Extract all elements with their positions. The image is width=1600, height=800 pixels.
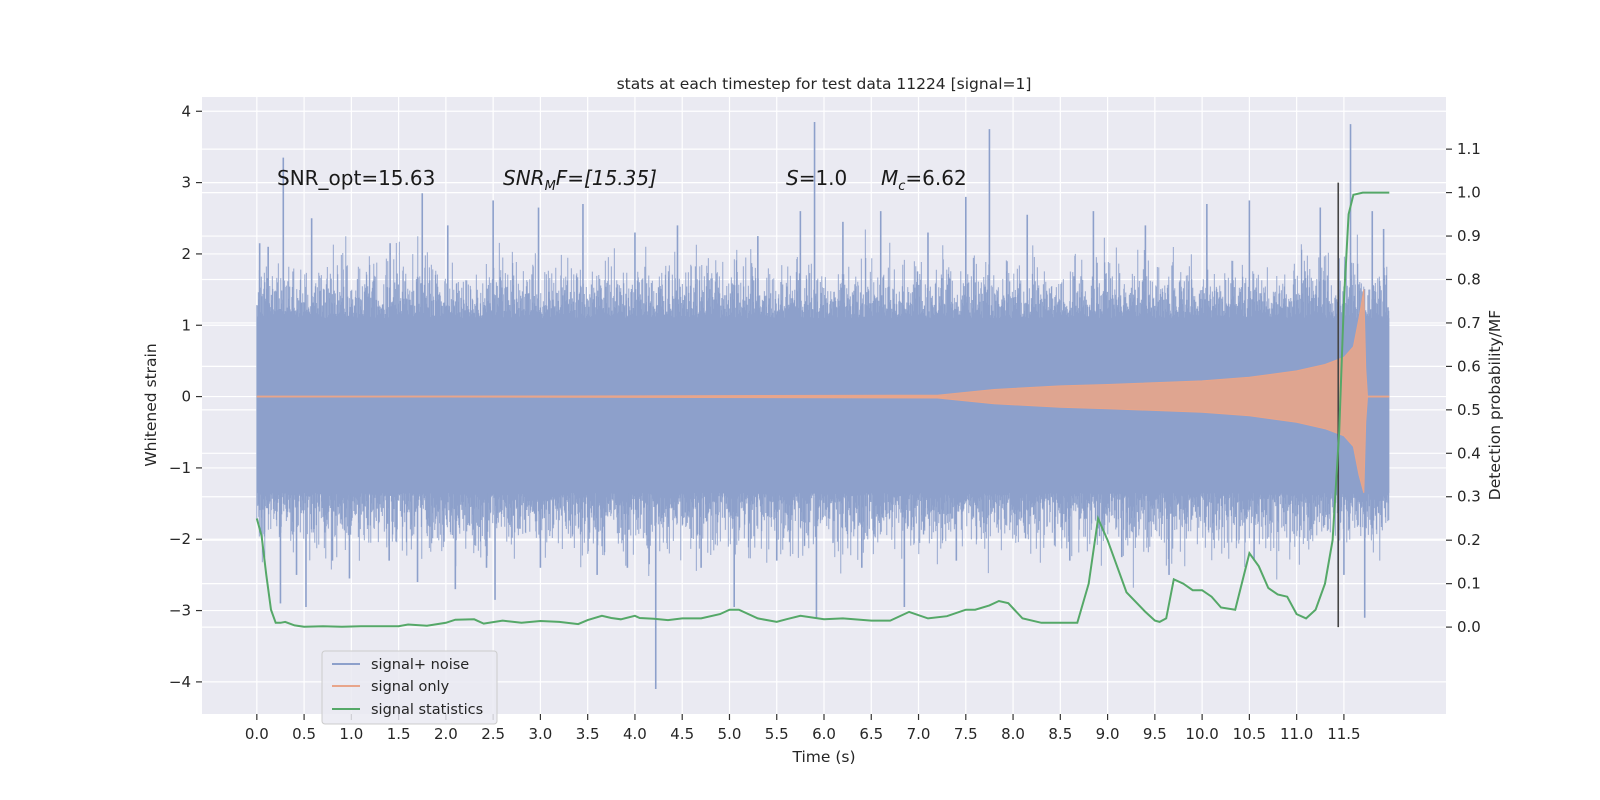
- x-tick-label: 4.5: [670, 725, 694, 743]
- left-y-tick-label: 3: [181, 174, 191, 192]
- x-tick-label: 10.5: [1233, 725, 1266, 743]
- annotations: SNR_opt=15.63 SNRMF=[15.35] S=1.0 Mc=6.6…: [277, 166, 967, 194]
- x-tick-label: 5.0: [718, 725, 742, 743]
- left-y-tick-label: 1: [181, 316, 191, 334]
- left-y-tick-label: −2: [169, 530, 191, 548]
- right-y-tick-label: 0.8: [1457, 270, 1481, 288]
- annotation-snr-opt: SNR_opt=15.63: [277, 166, 435, 190]
- x-tick-label: 11.0: [1280, 725, 1313, 743]
- right-y-axis-ticks: 1.1 1.0 0.9 0.8 0.7 0.6 0.5 0.4 0.3 0.2 0.1 0.0: [1446, 140, 1481, 636]
- x-tick-label: 8.5: [1048, 725, 1072, 743]
- right-y-tick-label: 0.5: [1457, 401, 1481, 419]
- s-symbol: S: [786, 166, 799, 190]
- snr-mf-value: F=[15.35]: [556, 166, 657, 190]
- x-tick-label: 7.5: [954, 725, 978, 743]
- right-y-tick-label: 0.1: [1457, 575, 1481, 593]
- x-tick-label: 1.0: [339, 725, 363, 743]
- x-tick-label: 6.0: [812, 725, 836, 743]
- series-signal-only: [256, 289, 1390, 494]
- x-tick-label: 9.0: [1096, 725, 1120, 743]
- legend-label-stats: signal statistics: [371, 702, 483, 718]
- annotation-snr-mf: SNRMF=[15.35]: [503, 166, 657, 194]
- series-signal-statistics: [255, 191, 1390, 628]
- x-tick-label: 8.0: [1001, 725, 1025, 743]
- left-y-axis-label: Whitened strain: [142, 343, 160, 466]
- left-y-tick-label: −1: [169, 459, 191, 477]
- left-y-tick-label: −3: [169, 602, 191, 620]
- x-tick-label: 0.0: [245, 725, 269, 743]
- right-y-tick-label: 0.7: [1457, 314, 1481, 332]
- s-value: =1.0: [799, 166, 848, 190]
- x-tick-label: 1.5: [387, 725, 411, 743]
- legend: signal+ noise signal only signal statist…: [321, 650, 498, 725]
- legend-box: [321, 650, 498, 725]
- x-tick-label: 3.5: [576, 725, 600, 743]
- right-y-axis-label: Detection probability/MF: [1486, 310, 1504, 501]
- mc-symbol: M: [881, 166, 898, 190]
- x-tick-label: 11.5: [1327, 725, 1360, 743]
- right-y-tick-label: 0.9: [1457, 227, 1481, 245]
- right-y-tick-label: 0.4: [1457, 444, 1481, 462]
- right-y-tick-label: 0.0: [1457, 618, 1481, 636]
- left-y-tick-label: 2: [181, 245, 191, 263]
- legend-label-signal: signal only: [371, 679, 450, 695]
- x-tick-label: 3.0: [528, 725, 552, 743]
- x-tick-label: 9.5: [1143, 725, 1167, 743]
- right-y-tick-label: 0.6: [1457, 357, 1481, 375]
- legend-label-noise: signal+ noise: [371, 657, 469, 673]
- x-tick-label: 2.0: [434, 725, 458, 743]
- x-tick-label: 6.5: [859, 725, 883, 743]
- x-tick-label: 5.5: [765, 725, 789, 743]
- snr-mf-subscript: M: [545, 179, 556, 194]
- right-y-tick-label: 0.3: [1457, 488, 1481, 506]
- x-tick-label: 10.0: [1185, 725, 1218, 743]
- x-tick-label: 2.5: [481, 725, 505, 743]
- chart-title: stats at each timestep for test data 112…: [617, 75, 1032, 93]
- signal-envelope: [256, 289, 1390, 494]
- mc-value: =6.62: [905, 166, 966, 190]
- x-axis-label: Time (s): [791, 748, 855, 766]
- x-axis-ticks: 0.0 0.5 1.0 1.5 2.0 2.5 3.0 3.5 4.0 4.5 5.0 5.5 6.0 6…: [245, 714, 1361, 743]
- left-y-tick-label: −4: [169, 673, 191, 691]
- annotation-s: S=1.0: [786, 166, 847, 190]
- mc-subscript: c: [898, 179, 905, 194]
- right-y-tick-label: 0.2: [1457, 531, 1481, 549]
- annotation-mc: Mc=6.62: [881, 166, 967, 194]
- left-y-tick-label: 0: [181, 388, 191, 406]
- snr-mf-symbol: SNR: [503, 166, 545, 190]
- right-y-tick-label: 1.0: [1457, 184, 1481, 202]
- left-y-tick-label: 4: [181, 102, 191, 120]
- x-tick-label: 7.0: [907, 725, 931, 743]
- x-tick-label: 4.0: [623, 725, 647, 743]
- x-tick-label: 0.5: [292, 725, 316, 743]
- left-y-axis-ticks: 4 3 2 1 0 −1 −2 −3 −4: [169, 102, 202, 691]
- right-y-tick-label: 1.1: [1457, 140, 1481, 158]
